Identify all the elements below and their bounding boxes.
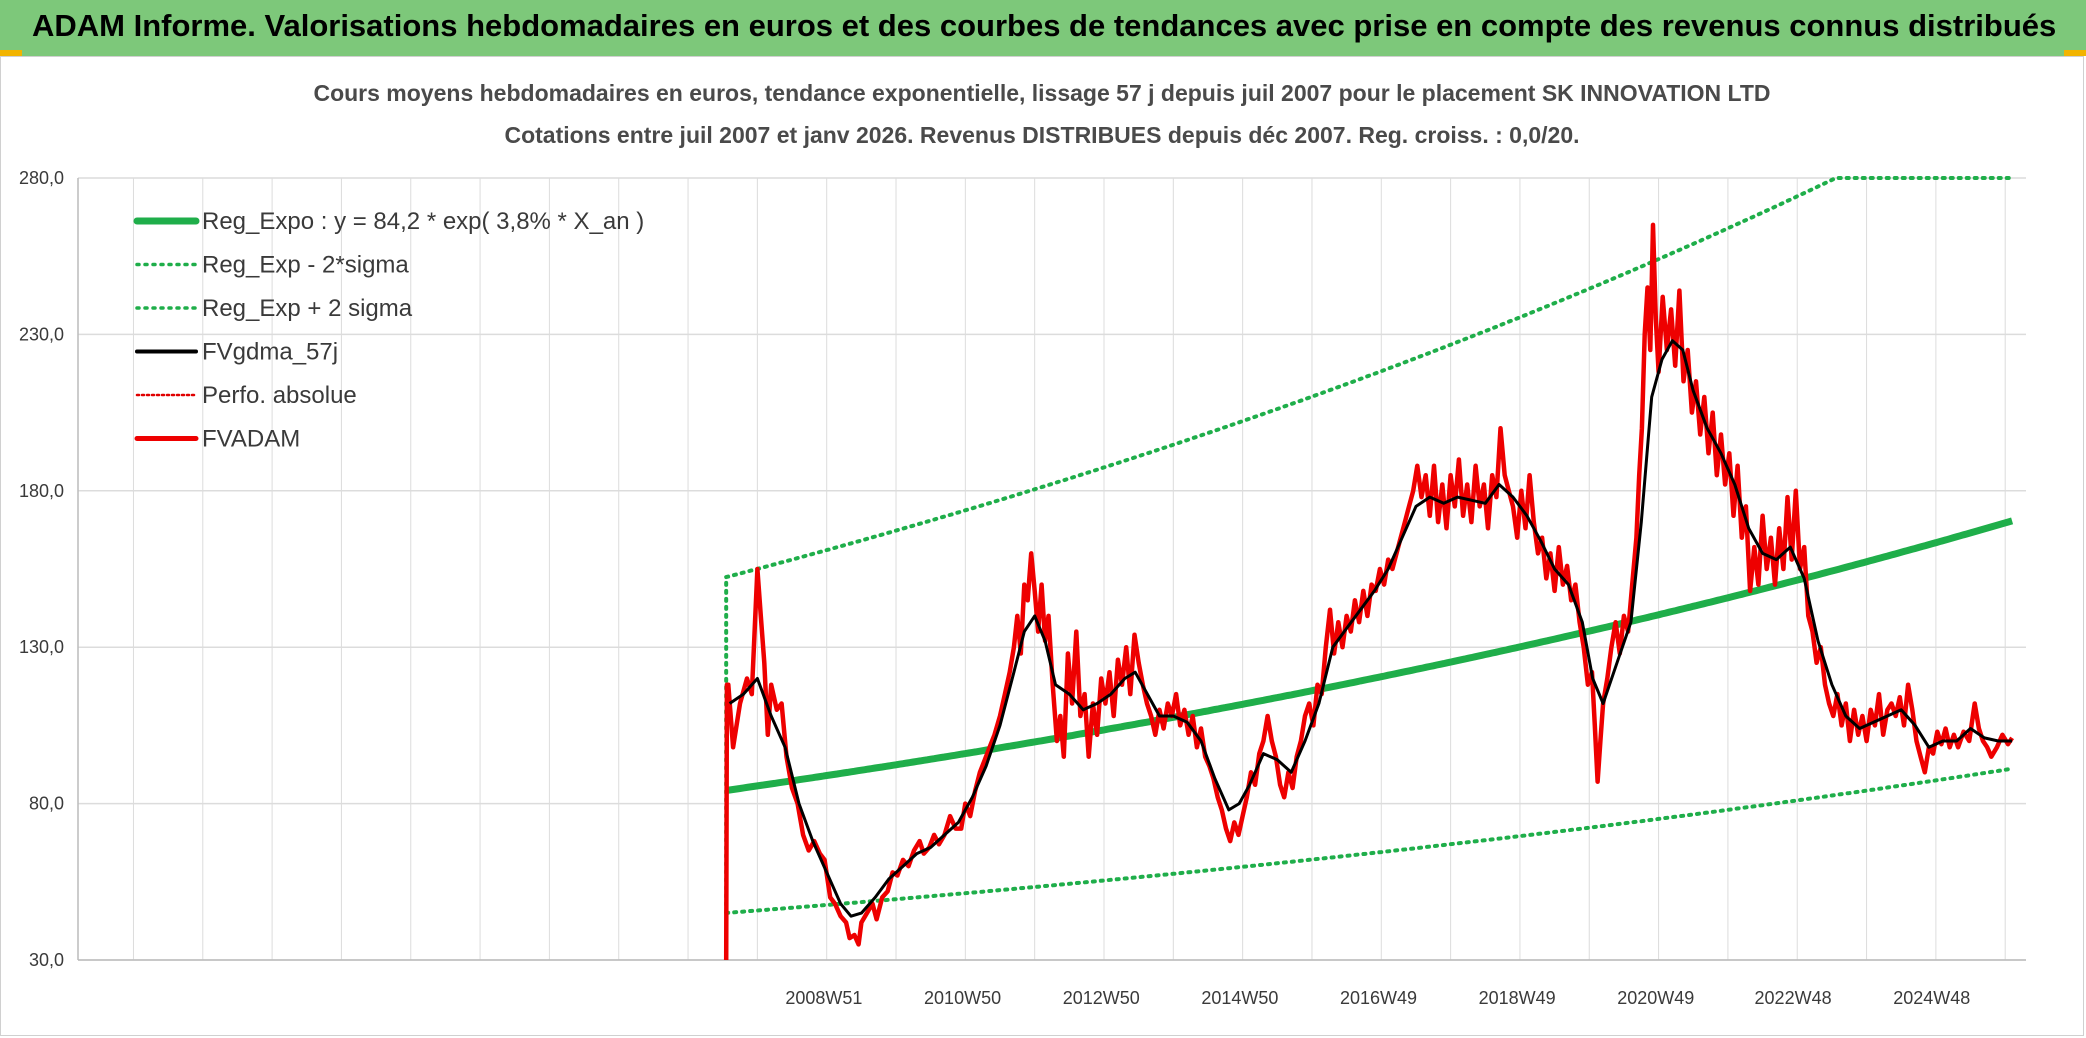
series-reg-expo	[725, 517, 2014, 794]
x-tick-label: 2024W48	[1893, 988, 1970, 1008]
series-reg-exp-plus-2sigma	[724, 176, 2015, 580]
chart-title-line2: Cotations entre juil 2007 et janv 2026. …	[504, 122, 1579, 148]
x-tick-label: 2020W49	[1617, 988, 1694, 1008]
x-tick-label: 2022W48	[1755, 988, 1832, 1008]
chart-legend: Reg_Expo : y = 84,2 * exp( 3,8% * X_an )…	[133, 208, 644, 453]
y-tick-label: 30,0	[29, 950, 64, 970]
header-banner: ADAM Informe. Valorisations hebdomadaire…	[0, 0, 2086, 56]
chart-title-line1: Cours moyens hebdomadaires en euros, ten…	[313, 80, 1770, 106]
x-tick-label: 2018W49	[1479, 988, 1556, 1008]
series-reg-exp-minus-2sigma	[724, 766, 2015, 915]
legend-label: FVADAM	[202, 426, 300, 453]
x-tick-label: 2010W50	[924, 988, 1001, 1008]
page-title: ADAM Informe. Valorisations hebdomadaire…	[32, 8, 2057, 43]
x-tick-label: 2016W49	[1340, 988, 1417, 1008]
x-tick-label: 2014W50	[1201, 988, 1278, 1008]
corner-accent-left	[0, 50, 22, 56]
chart-axes: 30,0 80,0 130,0 180,0 230,0 280,0 2008W51 2010W…	[19, 168, 2026, 1008]
corner-accent-right	[2064, 50, 2086, 56]
legend-label: Reg_Exp + 2 sigma	[202, 295, 413, 322]
legend-label: Perfo. absolue	[202, 382, 357, 409]
series-fvgdma-57j	[728, 339, 2013, 918]
legend-label: Reg_Exp - 2*sigma	[202, 252, 409, 279]
y-tick-label: 230,0	[19, 324, 64, 344]
legend-label: Reg_Expo : y = 84,2 * exp( 3,8% * X_an )	[202, 208, 644, 235]
y-tick-label: 280,0	[19, 168, 64, 188]
chart: Cours moyens hebdomadaires en euros, ten…	[19, 80, 2026, 1008]
chart-series	[723, 176, 2015, 961]
y-tick-label: 130,0	[19, 637, 64, 657]
chart-frame	[0, 56, 2084, 1036]
x-tick-label: 2012W50	[1063, 988, 1140, 1008]
legend-label: FVgdma_57j	[202, 339, 338, 366]
series-fvadam	[723, 222, 2014, 961]
x-tick-label: 2008W51	[785, 988, 862, 1008]
y-tick-label: 80,0	[29, 794, 64, 814]
y-tick-label: 180,0	[19, 481, 64, 501]
